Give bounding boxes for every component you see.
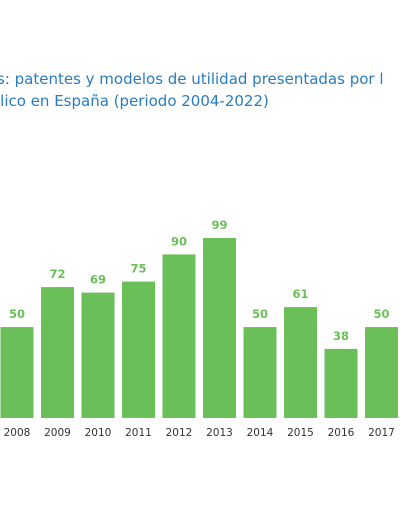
chart-title: s: patentes y modelos de utilidad presen…: [0, 68, 400, 118]
x-tick-label-2008: 2008: [4, 427, 31, 439]
x-tick-label-2009: 2009: [44, 427, 71, 439]
value-label-2011: 75: [130, 262, 146, 276]
x-tick-label-2014: 2014: [247, 427, 274, 439]
bar-2016: [324, 348, 358, 418]
value-label-2010: 69: [90, 273, 106, 287]
x-tick-label-2015: 2015: [287, 427, 314, 439]
bar-2014: [243, 327, 277, 418]
value-label-2015: 61: [292, 287, 308, 301]
bar-2012: [162, 254, 196, 418]
bar-2015: [284, 307, 317, 418]
value-label-2012: 90: [171, 234, 187, 248]
value-label-2016: 38: [333, 329, 349, 343]
x-tick-label-2010: 2010: [85, 427, 112, 439]
value-label-2017: 50: [373, 307, 389, 321]
bar-2010: [81, 292, 115, 418]
value-label-2014: 50: [252, 307, 268, 321]
chart-title-line-1: s: patentes y modelos de utilidad presen…: [0, 70, 384, 88]
bar-2008: [0, 327, 34, 418]
bar-2009: [41, 287, 74, 418]
value-label-2009: 72: [49, 267, 65, 281]
x-tick-label-2012: 2012: [166, 427, 193, 439]
x-tick-label-2011: 2011: [125, 427, 152, 439]
bar-2013: [203, 238, 236, 418]
bar-2017: [365, 327, 398, 418]
x-tick-label-2013: 2013: [206, 427, 233, 439]
bar-2011: [122, 281, 155, 418]
value-label-2008: 50: [9, 307, 25, 321]
chart-title-line-2: ólico en España (periodo 2004-2022): [0, 92, 269, 110]
x-tick-label-2016: 2016: [328, 427, 355, 439]
value-label-2013: 99: [211, 218, 227, 232]
x-tick-label-2017: 2017: [368, 427, 395, 439]
